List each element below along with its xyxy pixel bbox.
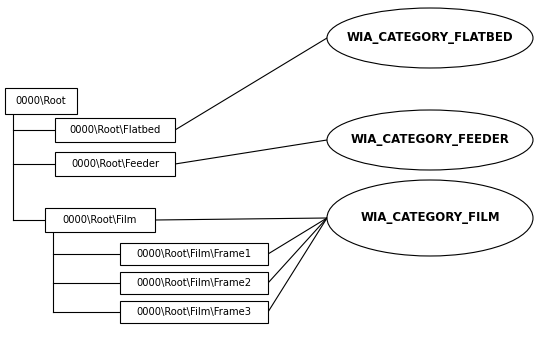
FancyBboxPatch shape — [55, 118, 175, 142]
Text: 0000\Root\Feeder: 0000\Root\Feeder — [71, 159, 159, 169]
FancyBboxPatch shape — [45, 208, 155, 232]
Text: 0000\Root\Film\Frame2: 0000\Root\Film\Frame2 — [137, 278, 251, 288]
Text: WIA_CATEGORY_FEEDER: WIA_CATEGORY_FEEDER — [351, 133, 509, 147]
FancyBboxPatch shape — [120, 301, 268, 323]
Ellipse shape — [327, 8, 533, 68]
Ellipse shape — [327, 110, 533, 170]
Text: 0000\Root\Flatbed: 0000\Root\Flatbed — [69, 125, 160, 135]
Text: WIA_CATEGORY_FILM: WIA_CATEGORY_FILM — [360, 212, 500, 225]
Text: WIA_CATEGORY_FLATBED: WIA_CATEGORY_FLATBED — [347, 32, 513, 44]
Text: 0000\Root\Film: 0000\Root\Film — [63, 215, 137, 225]
FancyBboxPatch shape — [5, 88, 77, 114]
Text: 0000\Root: 0000\Root — [16, 96, 66, 106]
FancyBboxPatch shape — [120, 272, 268, 294]
FancyBboxPatch shape — [55, 152, 175, 176]
Text: 0000\Root\Film\Frame1: 0000\Root\Film\Frame1 — [137, 249, 251, 259]
Ellipse shape — [327, 180, 533, 256]
Text: 0000\Root\Film\Frame3: 0000\Root\Film\Frame3 — [137, 307, 251, 317]
FancyBboxPatch shape — [120, 243, 268, 265]
